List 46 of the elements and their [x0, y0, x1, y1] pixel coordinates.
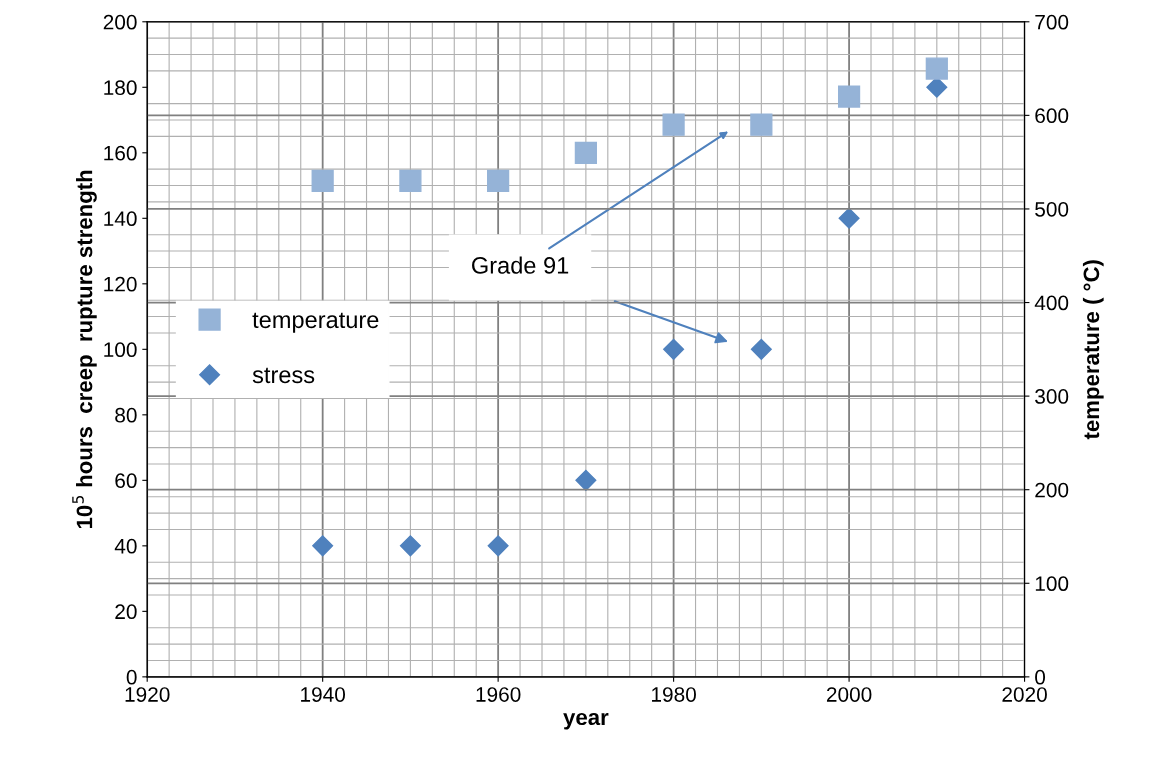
- x-tick-label: 1940: [301, 687, 346, 702]
- y-tick-label: 140: [104, 211, 137, 227]
- y-tick-label: 20: [115, 604, 137, 620]
- point: [662, 113, 685, 136]
- point: [837, 85, 861, 108]
- point: [838, 207, 860, 229]
- point: [750, 338, 772, 360]
- y2-tick-label: 700: [1035, 14, 1069, 30]
- y2-tick-label: 300: [1035, 389, 1069, 404]
- y-tick-label: 0: [126, 669, 137, 685]
- point: [399, 169, 422, 192]
- legend-label: stress: [252, 367, 315, 384]
- y2-tick-label: 0: [1035, 669, 1046, 685]
- point: [487, 169, 510, 192]
- point: [575, 469, 597, 491]
- y-axis-title: 10$^{5}$ hours creep rupture strength: [72, 170, 97, 529]
- y-tick-label: 160: [104, 145, 137, 161]
- y-tick-label: 180: [104, 80, 137, 96]
- x-tick-label: 2020: [1002, 687, 1047, 702]
- legend-label: temperature: [252, 312, 379, 333]
- point: [312, 535, 334, 557]
- annotation: Grade 91: [472, 256, 569, 274]
- y-tick-label: 80: [115, 407, 137, 423]
- y-tick-label: 100: [104, 342, 137, 358]
- x-tick-label: 1960: [476, 687, 521, 702]
- point: [311, 169, 334, 192]
- y-tick-label: 120: [104, 276, 137, 292]
- point: [750, 113, 773, 136]
- point: [925, 57, 948, 80]
- y-tick-label: 60: [115, 473, 137, 489]
- y2-tick-label: 500: [1035, 201, 1069, 217]
- x-axis-title: year: [563, 712, 609, 730]
- point: [399, 535, 421, 557]
- y2-tick-label: 200: [1035, 482, 1069, 498]
- y2-axis-title: temperature ( °C): [1082, 260, 1104, 440]
- point: [663, 338, 685, 360]
- y-tick-label: 200: [103, 14, 137, 30]
- point: [487, 535, 509, 557]
- y2-tick-label: 100: [1035, 576, 1069, 592]
- point: [574, 141, 597, 164]
- y2-tick-label: 400: [1034, 295, 1069, 311]
- x-tick-label: 1980: [652, 687, 696, 702]
- x-tick-label: 1920: [125, 687, 170, 702]
- y2-tick-label: 600: [1035, 108, 1069, 124]
- x-tick-label: 2000: [826, 687, 872, 702]
- y-tick-label: 40: [114, 538, 137, 554]
